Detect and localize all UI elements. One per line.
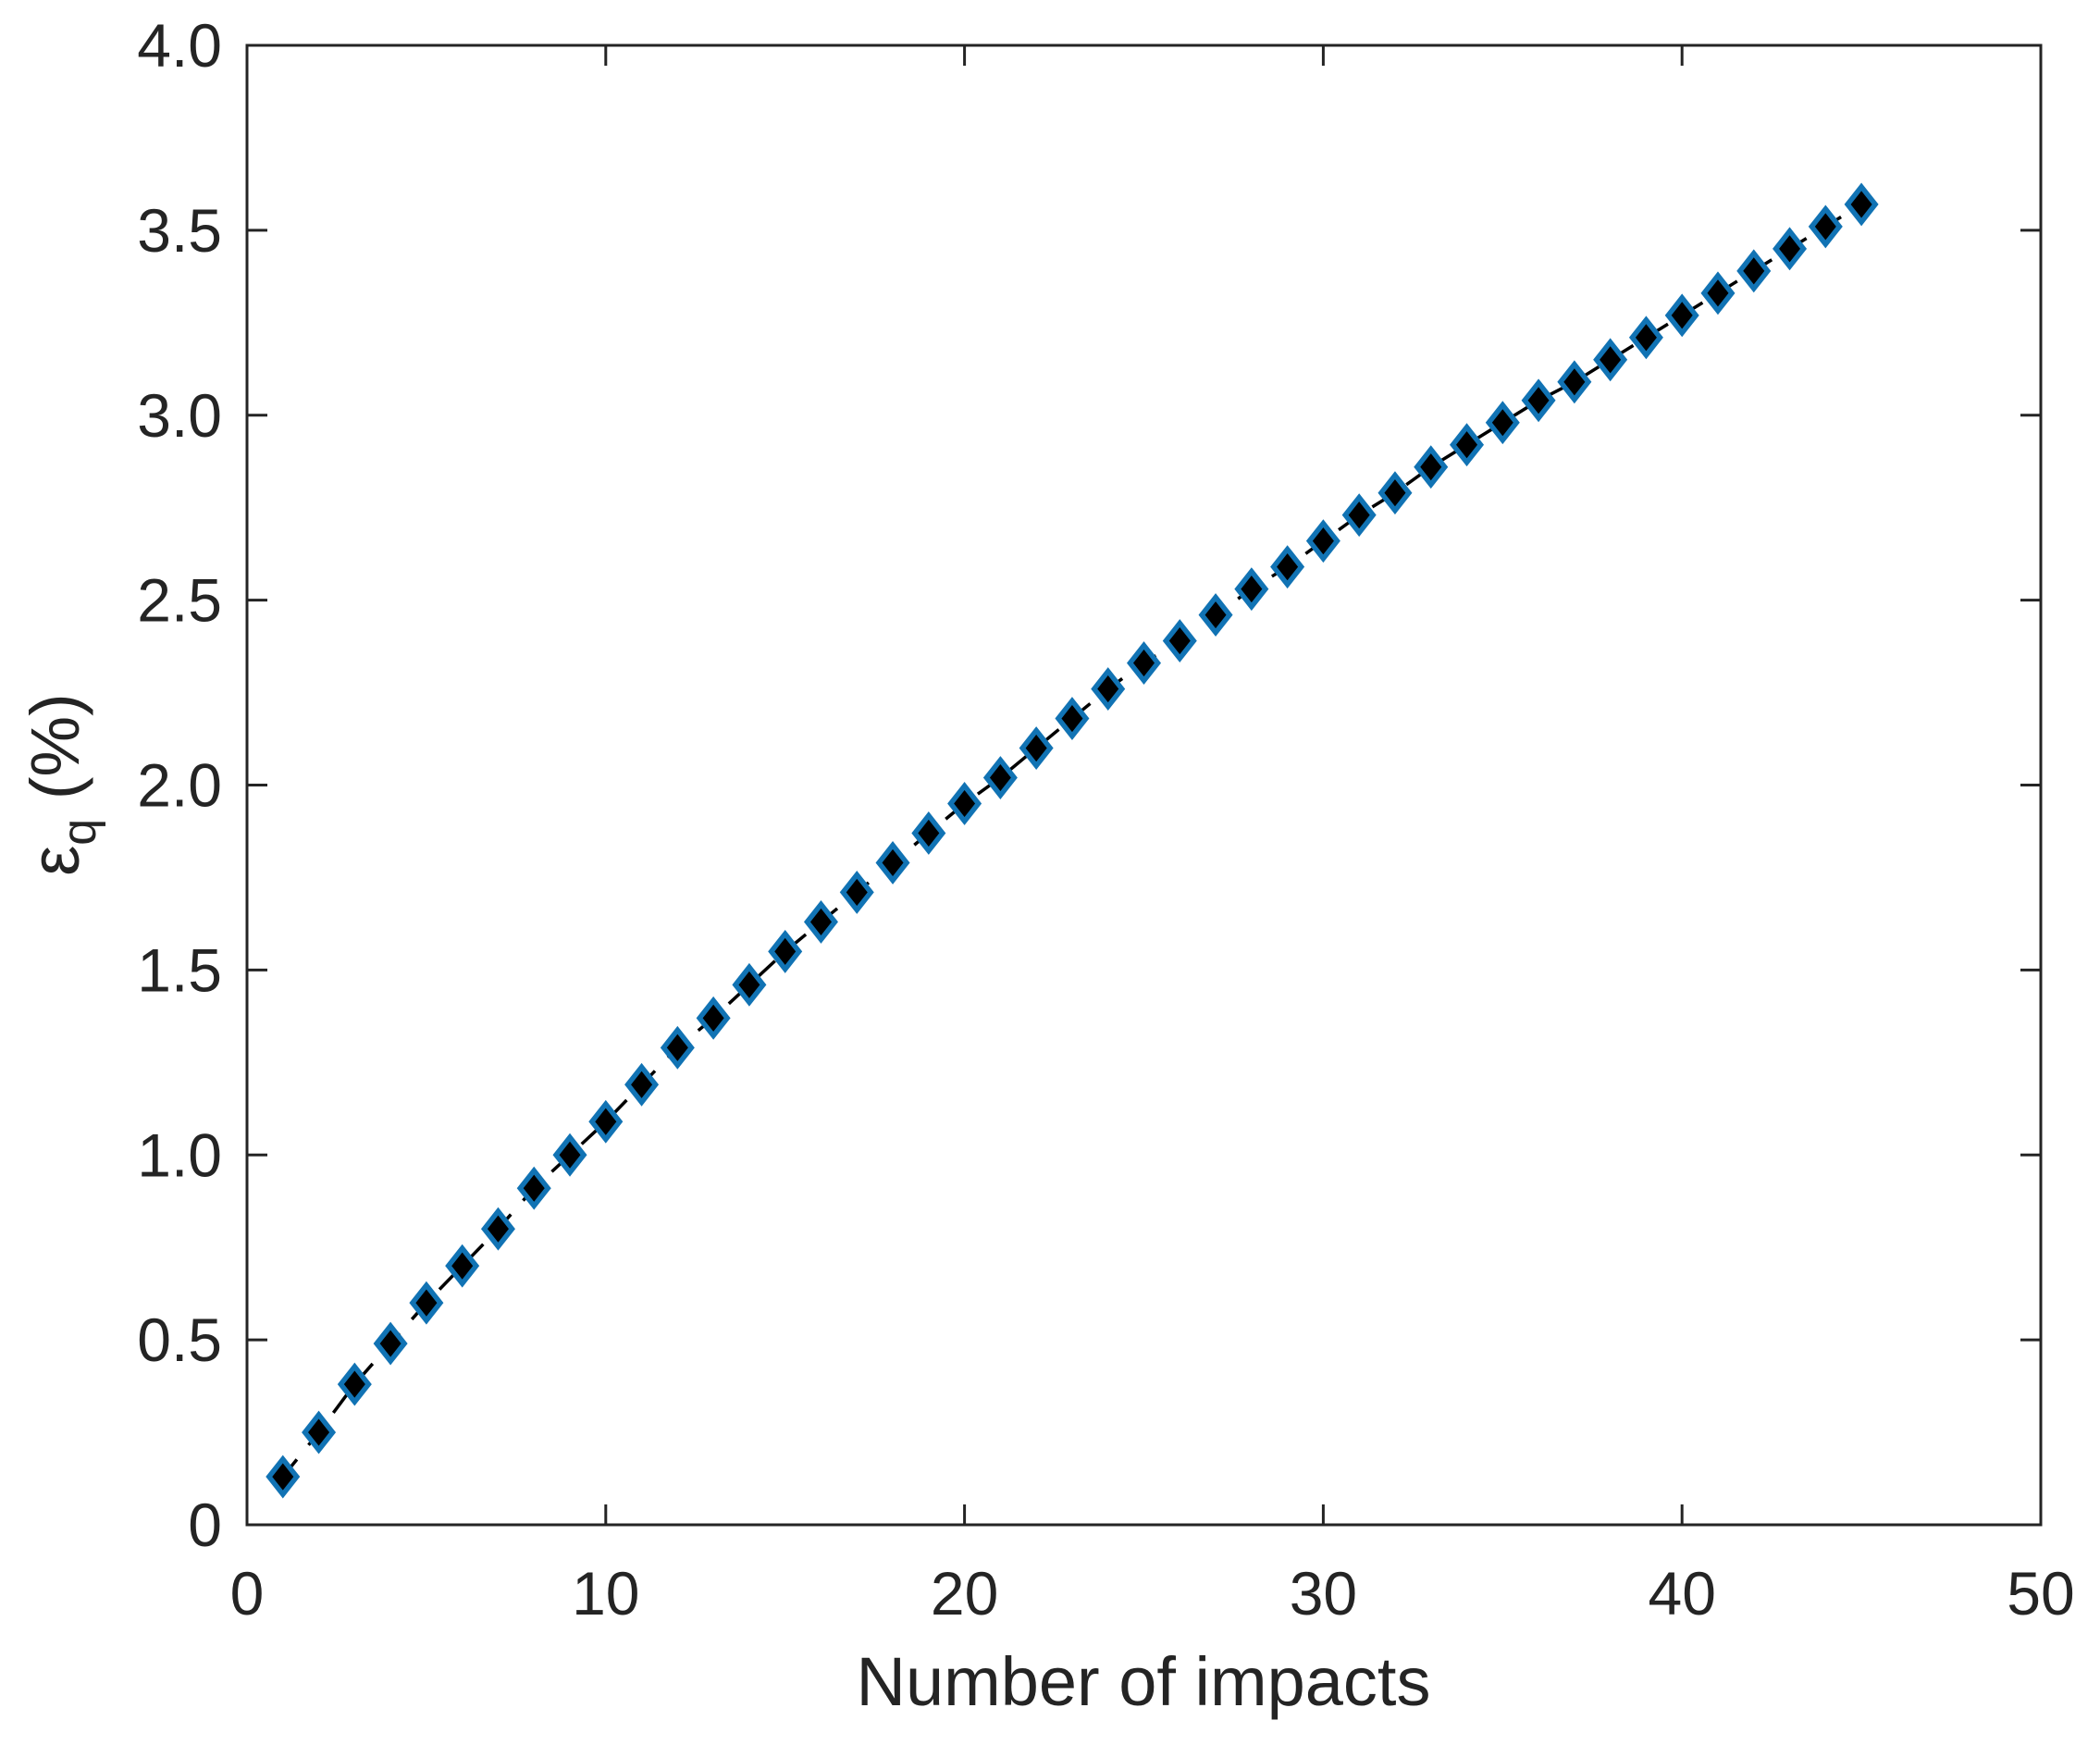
- data-point-marker: [480, 1207, 515, 1251]
- y-tick-label: 1.5: [137, 935, 222, 1004]
- data-point-marker: [875, 841, 910, 885]
- data-point-marker: [947, 782, 982, 825]
- y-axis-label: εq (%): [17, 693, 106, 876]
- data-line: [281, 203, 1863, 1479]
- y-tick-label: 2.5: [137, 566, 222, 635]
- data-point-marker: [1198, 593, 1233, 637]
- data-point-marker: [1664, 293, 1699, 338]
- x-tick-label: 10: [572, 1559, 639, 1627]
- x-tick-label: 30: [1290, 1559, 1357, 1627]
- data-point-marker: [1593, 338, 1628, 382]
- data-point-marker: [1414, 445, 1449, 489]
- data-point-marker: [1162, 619, 1197, 663]
- x-tick-label: 20: [931, 1559, 998, 1627]
- data-point-marker: [373, 1321, 408, 1366]
- y-tick-labels: 0 0.5 1.0 1.5 2.0 2.5 3.0 3.5 4.0: [137, 11, 222, 1559]
- y-tick-label: 2.0: [137, 751, 222, 820]
- data-point-marker: [1700, 271, 1736, 316]
- data-point-marker: [1234, 567, 1269, 612]
- data-point-marker: [1055, 697, 1090, 740]
- data-point-marker: [588, 1099, 624, 1144]
- ylabel-symbol: ε: [17, 846, 93, 876]
- data-point-marker: [768, 929, 803, 973]
- data-point-marker: [1557, 360, 1592, 404]
- y-tick-label: 0.5: [137, 1306, 222, 1374]
- data-point-marker: [1305, 519, 1340, 563]
- data-point-marker: [732, 962, 767, 1007]
- data-point-marker: [1377, 471, 1413, 515]
- data-point-marker: [1091, 667, 1126, 712]
- x-tick-label: 40: [1648, 1559, 1715, 1627]
- data-point-marker: [1628, 316, 1663, 360]
- data-point-marker: [266, 1454, 301, 1499]
- data-point-marker: [409, 1281, 444, 1325]
- data-point-marker: [1485, 401, 1520, 445]
- data-point-marker: [624, 1062, 660, 1107]
- y-tick-label: 3.5: [137, 196, 222, 265]
- series-markers: [266, 182, 1879, 1499]
- data-point-marker: [982, 756, 1018, 799]
- data-point-marker: [1126, 641, 1162, 686]
- y-tick-label: 3.0: [137, 381, 222, 450]
- x-tick-labels: 0 10 20 30 40 50: [230, 1559, 2075, 1627]
- data-point-marker: [696, 996, 731, 1040]
- series-dashed-line: [281, 203, 1863, 1479]
- x-tick-label: 0: [230, 1559, 265, 1627]
- data-point-marker: [1773, 227, 1808, 271]
- x-axis-label: Number of impacts: [857, 1643, 1431, 1720]
- ylabel-subscript: q: [53, 819, 106, 846]
- y-tick-label: 4.0: [137, 11, 222, 80]
- data-point-marker: [1736, 249, 1772, 293]
- data-point-marker: [1270, 545, 1305, 589]
- data-point-marker: [660, 1025, 695, 1070]
- data-point-marker: [1019, 726, 1054, 770]
- y-tick-label: 1.0: [137, 1120, 222, 1189]
- ylabel-unit: (%): [17, 693, 93, 819]
- data-point-marker: [1450, 423, 1485, 467]
- axis-ticks: [245, 43, 2043, 1527]
- y-tick-label: 0: [188, 1491, 222, 1559]
- data-point-marker: [516, 1166, 551, 1210]
- x-tick-label: 50: [2007, 1559, 2074, 1627]
- plot-border: [245, 43, 2043, 1527]
- data-point-marker: [1844, 182, 1879, 227]
- data-point-marker: [911, 811, 946, 855]
- data-point-marker: [302, 1410, 337, 1454]
- data-point-marker: [803, 899, 838, 944]
- data-point-marker: [552, 1132, 587, 1177]
- data-point-marker: [1521, 378, 1556, 423]
- data-point-marker: [839, 870, 874, 914]
- data-point-marker: [1808, 204, 1843, 249]
- data-point-marker: [1341, 493, 1377, 538]
- data-point-marker: [445, 1244, 480, 1288]
- data-point-marker: [337, 1362, 372, 1406]
